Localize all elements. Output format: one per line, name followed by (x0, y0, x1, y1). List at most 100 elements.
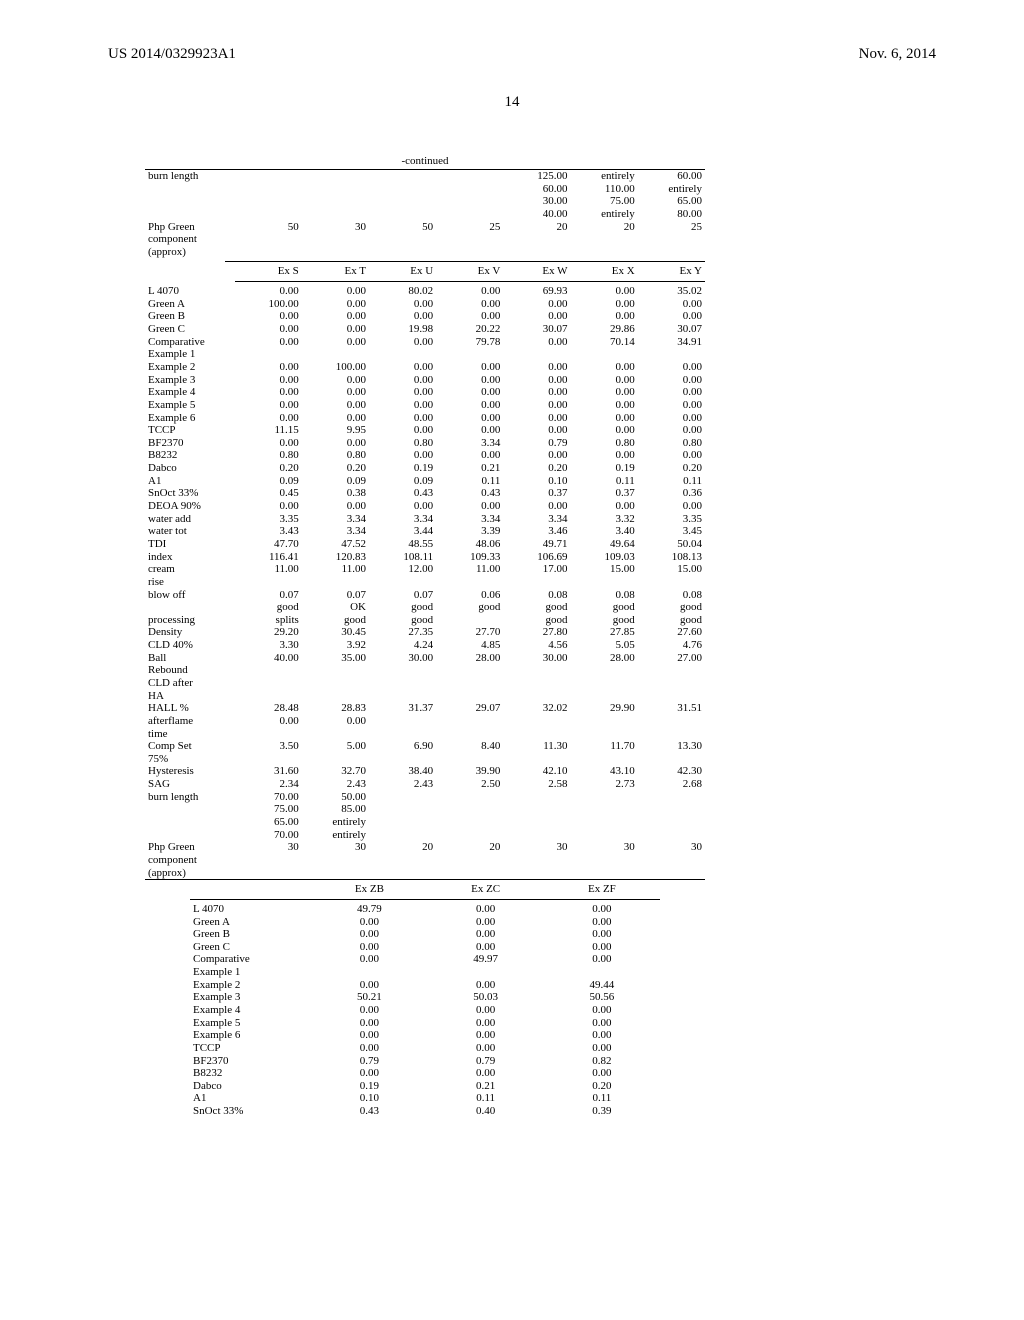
cell (638, 854, 705, 867)
cell: 2.58 (503, 778, 570, 791)
table-row: burn length125.00entirely60.00 (145, 170, 705, 183)
cell: 27.85 (571, 626, 638, 639)
cell: 0.37 (571, 487, 638, 500)
cell: 0.00 (638, 424, 705, 437)
cell: 0.82 (544, 1055, 660, 1068)
cell: 3.34 (302, 525, 369, 538)
row-label: burn length (145, 791, 235, 804)
cell: 0.00 (311, 953, 427, 966)
cell (302, 348, 369, 361)
cell: 0.10 (311, 1092, 427, 1105)
table-row: Green C0.000.0019.9820.2230.0729.8630.07 (145, 323, 705, 336)
cell: 0.08 (503, 589, 570, 602)
cell: 0.79 (428, 1055, 544, 1068)
cell: 0.38 (302, 487, 369, 500)
table-row: TCCP11.159.950.000.000.000.000.00 (145, 424, 705, 437)
cell: 0.80 (571, 437, 638, 450)
cell: 30 (503, 841, 570, 854)
cell (436, 829, 503, 842)
table-block-2: Ex SEx TEx UEx VEx WEx XEx YL 40700.000.… (145, 265, 705, 879)
cell: 0.00 (428, 1067, 544, 1080)
cell: 120.83 (302, 551, 369, 564)
cell (302, 677, 369, 690)
cell: 4.24 (369, 639, 436, 652)
row-label: Rebound (145, 664, 235, 677)
cell: good (436, 601, 503, 614)
cell (436, 208, 503, 221)
cell (638, 816, 705, 829)
table-row: Density29.2030.4527.3527.7027.8027.8527.… (145, 626, 705, 639)
table-row: Dabco0.200.200.190.210.200.190.20 (145, 462, 705, 475)
cell (571, 664, 638, 677)
cell: 11.00 (302, 563, 369, 576)
table-row: Comparative0.0049.970.00 (190, 953, 660, 966)
cell (302, 753, 369, 766)
cell (302, 208, 369, 221)
cell: 109.03 (571, 551, 638, 564)
cell (235, 233, 302, 246)
cell: 80.00 (638, 208, 705, 221)
cell: 0.00 (544, 1029, 660, 1042)
cell: 3.35 (638, 513, 705, 526)
row-label: cream (145, 563, 235, 576)
cell (235, 170, 302, 183)
cell: 65.00 (235, 816, 302, 829)
cell (235, 576, 302, 589)
page-content: -continued burn length125.00entirely60.0… (145, 155, 705, 1118)
row-label: processing (145, 614, 235, 627)
cell: 0.00 (235, 285, 302, 298)
cell: 28.83 (302, 702, 369, 715)
table-row: 65.00entirely (145, 816, 705, 829)
cell: 15.00 (638, 563, 705, 576)
cell: 0.00 (571, 298, 638, 311)
cell (571, 233, 638, 246)
cell: 0.00 (503, 399, 570, 412)
cell: 0.00 (436, 449, 503, 462)
column-header: Ex ZB (311, 883, 427, 896)
cell: 0.19 (369, 462, 436, 475)
cell: 2.68 (638, 778, 705, 791)
table-row: 70.00entirely (145, 829, 705, 842)
cell: good (235, 601, 302, 614)
cell: 0.37 (503, 487, 570, 500)
table-row: component (145, 854, 705, 867)
cell: 69.93 (503, 285, 570, 298)
table-row: Example 20.00100.000.000.000.000.000.00 (145, 361, 705, 374)
cell: 3.40 (571, 525, 638, 538)
publication-number: US 2014/0329923A1 (108, 46, 236, 63)
row-label: SnOct 33% (190, 1105, 311, 1118)
cell: 0.06 (436, 589, 503, 602)
table-row: Dabco0.190.210.20 (190, 1080, 660, 1093)
cell: entirely (571, 170, 638, 183)
cell: 31.60 (235, 765, 302, 778)
table-row: water tot3.433.343.443.393.463.403.45 (145, 525, 705, 538)
table-row: cream11.0011.0012.0011.0017.0015.0015.00 (145, 563, 705, 576)
row-label: Dabco (145, 462, 235, 475)
cell: 3.43 (235, 525, 302, 538)
cell: 106.69 (503, 551, 570, 564)
column-header: Ex Y (638, 265, 705, 278)
table-row: Example 50.000.000.000.000.000.000.00 (145, 399, 705, 412)
cell (638, 728, 705, 741)
cell: 48.55 (369, 538, 436, 551)
cell: 0.00 (302, 437, 369, 450)
cell: 0.19 (571, 462, 638, 475)
cell: 0.11 (638, 475, 705, 488)
row-label: Php Green (145, 221, 235, 234)
cell: 32.02 (503, 702, 570, 715)
cell: 34.91 (638, 336, 705, 349)
cell (638, 715, 705, 728)
cell: 30 (302, 841, 369, 854)
cell (235, 753, 302, 766)
cell (503, 677, 570, 690)
cell (503, 576, 570, 589)
cell: entirely (302, 816, 369, 829)
cell (503, 728, 570, 741)
row-label: Example 4 (145, 386, 235, 399)
table-row: index116.41120.83108.11109.33106.69109.0… (145, 551, 705, 564)
cell (369, 170, 436, 183)
cell: 0.00 (503, 386, 570, 399)
cell: entirely (302, 829, 369, 842)
cell (302, 195, 369, 208)
cell (503, 867, 570, 880)
